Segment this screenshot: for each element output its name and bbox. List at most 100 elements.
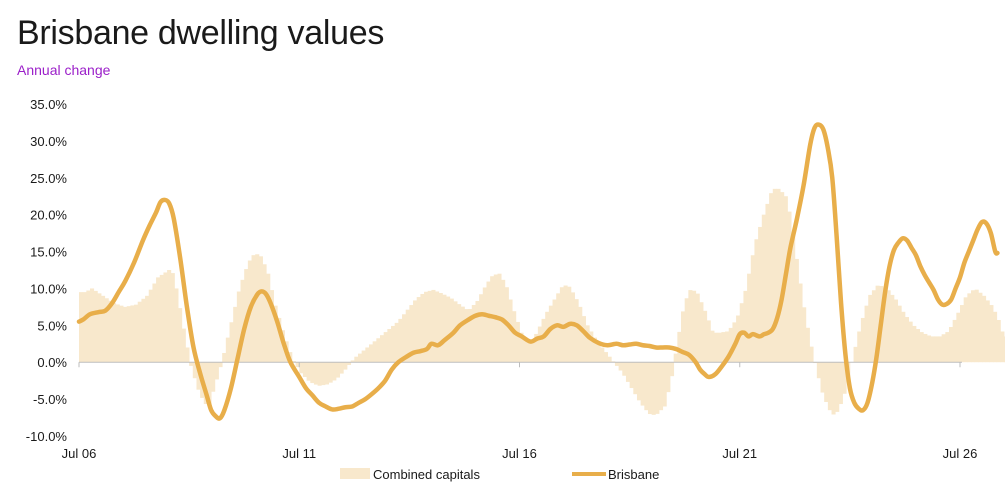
combined-capitals-bar [651,362,656,415]
combined-capitals-bar [761,214,766,363]
combined-capitals-bar [934,336,939,363]
combined-capitals-bar [629,362,634,389]
combined-capitals-bar [152,283,157,363]
combined-capitals-bar [258,256,263,363]
combined-capitals-bar [820,362,825,393]
x-tick-label: Jul 16 [502,446,537,461]
legend: Combined capitals Brisbane [340,467,659,482]
combined-capitals-bar [225,337,230,363]
combined-capitals-bar [97,293,102,363]
combined-capitals-bar [677,331,682,363]
combined-capitals-bar [805,327,810,363]
combined-capitals-bar [321,362,326,386]
combined-capitals-bar [772,188,777,363]
combined-capitals-bar [875,285,880,363]
combined-capitals-bar [464,309,469,363]
x-tick-label: Jul 26 [943,446,978,461]
combined-capitals-bar [468,308,473,363]
combined-capitals-bar [141,298,146,363]
y-tick-label: -10.0% [26,429,68,444]
combined-capitals-bar [556,293,561,363]
combined-capitals-bar [82,292,87,363]
combined-capitals-bar [387,329,392,363]
combined-capitals-bar [581,316,586,363]
combined-capitals-bar [405,309,410,363]
x-tick-label: Jul 06 [62,446,97,461]
combined-capitals-bar [104,298,109,363]
combined-capitals-bar [923,333,928,363]
combined-capitals-bar [548,305,553,363]
combined-capitals-bar [625,362,631,382]
combined-capitals-bar [882,287,887,363]
combined-capitals-bar [963,297,968,363]
combined-capitals-bar [893,299,898,363]
combined-capitals-bar [871,290,876,363]
combined-capitals-bar [233,306,238,363]
combined-capitals-bar [750,255,755,363]
combined-capitals-bar [747,273,752,363]
combined-capitals-bar [603,352,608,363]
combined-capitals-bar [842,362,847,394]
combined-capitals-bar [123,306,128,363]
combined-capitals-bar [618,362,623,371]
combined-capitals-bar [317,362,322,386]
combined-capitals-bar [574,299,579,363]
combined-capitals-bar [831,362,836,415]
combined-capitals-bar [214,362,219,380]
combined-capitals-bar [765,203,770,363]
combined-capitals-bar [357,353,363,363]
chart-subtitle: Annual change [17,62,111,78]
combined-capitals-bar [178,308,183,363]
combined-capitals-bar [912,325,917,363]
combined-capitals-bar [380,335,385,363]
combined-capitals-bar [996,320,1001,363]
combined-capitals-bar [479,294,484,363]
combined-capitals-bar [890,294,895,363]
combined-capitals-bar [853,346,858,363]
chart-title: Brisbane dwelling values [17,14,385,52]
combined-capitals-bar [816,362,821,379]
combined-capitals-bar [310,362,315,384]
combined-capitals-bar [725,331,730,363]
combined-capitals-bar [332,362,337,381]
combined-capitals-bar [486,281,491,363]
combined-capitals-bar [886,290,891,363]
combined-capitals-bar [93,290,98,363]
legend-label-brisbane: Brisbane [608,467,659,482]
combined-capitals-bar [838,362,843,405]
combined-capitals-bar [148,289,153,363]
combined-capitals-bar [350,360,355,363]
combined-capitals-bar [647,362,653,415]
y-tick-label: 35.0% [30,97,67,112]
combined-capitals-bar [673,353,678,363]
brisbane-line [76,122,1000,421]
combined-capitals-bar [402,314,407,363]
combined-capitals-bar [145,295,150,363]
combined-capitals-bar [860,317,865,363]
combined-capitals-bar [956,312,961,363]
combined-capitals-bar [919,332,924,363]
combined-capitals-bar [416,297,421,363]
combined-capitals-bar [170,273,175,363]
combined-capitals-bar [633,362,638,395]
combined-capitals-bar [901,311,906,363]
combined-capitals-bar [515,321,520,363]
legend-label-combined-capitals: Combined capitals [373,467,480,482]
combined-capitals-bar [137,301,142,363]
y-tick-label: 20.0% [30,208,67,223]
combined-capitals-bar [519,332,524,363]
combined-capitals-bar [835,362,840,412]
combined-capitals-bar [695,293,700,363]
combined-capitals-bar [945,332,950,363]
combined-capitals-bar [534,333,539,363]
combined-capitals-bar [255,254,260,363]
combined-capitals-bar [420,293,425,363]
combined-capitals-bar [644,362,649,411]
combined-capitals-bar [313,362,319,385]
combined-capitals-bar [512,311,517,363]
y-tick-label: -5.0% [33,392,67,407]
combined-capitals-bar [196,362,201,390]
y-tick-label: 0.0% [37,355,67,370]
y-tick-label: 5.0% [37,318,67,333]
combined-capitals-bar [189,362,194,366]
